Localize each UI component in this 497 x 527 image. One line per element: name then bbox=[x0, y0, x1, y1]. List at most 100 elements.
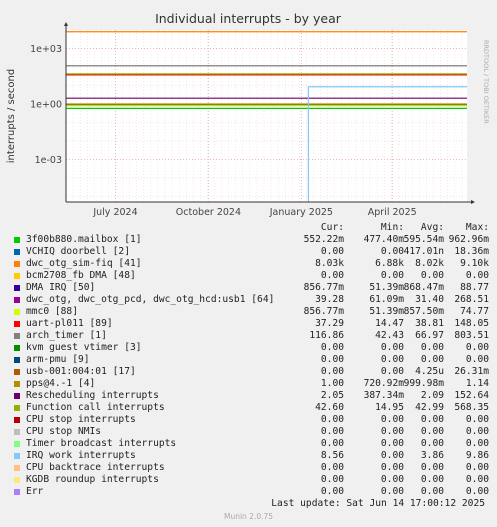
legend-min: 51.39m bbox=[369, 282, 404, 293]
legend-avg: 8.02k bbox=[415, 258, 444, 269]
legend-series-name: Rescheduling interrupts bbox=[26, 390, 159, 401]
legend-swatch bbox=[14, 297, 20, 303]
legend-cur: 0.00 bbox=[320, 438, 344, 449]
legend: Cur: Min: Avg: Max: 3f00b880.mailbox [1]… bbox=[12, 222, 490, 498]
y-tick-label: 1e+03 bbox=[30, 44, 62, 55]
legend-max: 0.00 bbox=[465, 342, 489, 353]
legend-avg: 0.00 bbox=[420, 414, 444, 425]
legend-row: Timer broadcast interrupts 0.00 0.00 0.00 0.… bbox=[12, 438, 490, 450]
legend-series-name: kvm guest vtimer [3] bbox=[26, 342, 142, 353]
x-tick-label: October 2024 bbox=[176, 207, 241, 218]
legend-series-name: CPU stop NMIs bbox=[26, 426, 102, 437]
legend-cur: 0.00 bbox=[320, 474, 344, 485]
legend-max: 0.00 bbox=[465, 414, 489, 425]
legend-series-name: 3f00b880.mailbox [1] bbox=[26, 234, 142, 245]
legend-cur: 0.00 bbox=[320, 426, 344, 437]
legend-avg: 3.86 bbox=[420, 450, 444, 461]
legend-swatch bbox=[14, 381, 20, 387]
chart-title: Individual interrupts - by year bbox=[155, 11, 342, 26]
legend-avg: 0.00 bbox=[420, 438, 444, 449]
legend-swatch bbox=[14, 465, 20, 471]
legend-min: 0.00 bbox=[380, 474, 404, 485]
legend-swatch bbox=[14, 333, 20, 339]
legend-swatch bbox=[14, 273, 20, 279]
legend-max: 152.64 bbox=[454, 390, 489, 401]
legend-min: 0.00 bbox=[380, 414, 404, 425]
legend-row: arch_timer [1] 116.86 42.43 66.97 803.51 bbox=[12, 330, 490, 342]
legend-avg: 595.54m bbox=[403, 234, 444, 245]
legend-avg: 0.00 bbox=[420, 474, 444, 485]
col-avg-header: Avg: bbox=[420, 222, 444, 233]
legend-series-name: VCHIQ doorbell [2] bbox=[26, 246, 130, 257]
legend-min: 720.92m bbox=[363, 378, 404, 389]
legend-avg: 66.97 bbox=[415, 330, 444, 341]
legend-max: 0.00 bbox=[465, 438, 489, 449]
legend-row: mmc0 [88] 856.77m 51.39m 857.50m 74.77 bbox=[12, 306, 490, 318]
legend-swatch bbox=[14, 285, 20, 291]
y-tick-label: 1e+00 bbox=[30, 99, 62, 110]
legend-series-name: pps@4.-1 [4] bbox=[26, 378, 96, 389]
series-lines bbox=[66, 31, 467, 202]
legend-swatch bbox=[14, 453, 20, 459]
legend-cur: 0.00 bbox=[320, 462, 344, 473]
legend-row: dwc_otg, dwc_otg_pcd, dwc_otg_hcd:usb1 [… bbox=[12, 294, 490, 306]
legend-swatch bbox=[14, 309, 20, 315]
legend-series-name: bcm2708_fb DMA [48] bbox=[26, 270, 136, 281]
legend-series-name: uart-pl011 [89] bbox=[26, 318, 113, 329]
legend-series-name: DMA IRQ [50] bbox=[26, 282, 96, 293]
legend-swatch bbox=[14, 441, 20, 447]
legend-swatch bbox=[14, 417, 20, 423]
legend-avg: 0.00 bbox=[420, 354, 444, 365]
legend-avg: 0.00 bbox=[420, 462, 444, 473]
legend-series-name: Function call interrupts bbox=[26, 402, 165, 413]
legend-max: 18.36m bbox=[454, 246, 489, 257]
legend-row: uart-pl011 [89] 37.29 14.47 38.81 148.05 bbox=[12, 318, 490, 330]
legend-cur: 552.22m bbox=[303, 234, 344, 245]
legend-swatch bbox=[14, 393, 20, 399]
legend-max: 9.10k bbox=[460, 258, 489, 269]
legend-series-name: dwc_otg, dwc_otg_pcd, dwc_otg_hcd:usb1 [… bbox=[26, 294, 275, 305]
legend-cur: 0.00 bbox=[320, 366, 344, 377]
legend-cur: 856.77m bbox=[303, 282, 344, 293]
legend-header: Cur: Min: Avg: Max: bbox=[12, 222, 490, 234]
legend-avg: 31.40 bbox=[415, 294, 444, 305]
legend-cur: 42.60 bbox=[315, 402, 344, 413]
legend-cur: 0.00 bbox=[320, 486, 344, 497]
legend-avg: 0.00 bbox=[420, 270, 444, 281]
legend-max: 568.35 bbox=[454, 402, 489, 413]
legend-swatch bbox=[14, 357, 20, 363]
legend-min: 0.00 bbox=[380, 366, 404, 377]
legend-series-name: Err bbox=[26, 486, 44, 497]
legend-max: 268.51 bbox=[454, 294, 489, 305]
legend-min: 0.00 bbox=[380, 438, 404, 449]
legend-max: 0.00 bbox=[465, 486, 489, 497]
legend-row: arm-pmu [9] 0.00 0.00 0.00 0.00 bbox=[12, 354, 490, 366]
legend-cur: 37.29 bbox=[315, 318, 344, 329]
legend-avg: 2.09 bbox=[420, 390, 444, 401]
legend-min: 0.00 bbox=[380, 486, 404, 497]
legend-series-name: arm-pmu [9] bbox=[26, 354, 90, 365]
legend-max: 803.51 bbox=[454, 330, 489, 341]
legend-cur: 8.03k bbox=[315, 258, 344, 269]
legend-avg: 868.47m bbox=[403, 282, 444, 293]
legend-avg: 417.01n bbox=[403, 246, 444, 257]
col-cur-header: Cur: bbox=[320, 222, 344, 233]
legend-row: Err 0.00 0.00 0.00 0.00 bbox=[12, 486, 490, 498]
legend-max: 88.77 bbox=[460, 282, 489, 293]
legend-min: 0.00 bbox=[380, 426, 404, 437]
grid bbox=[65, 29, 467, 202]
legend-row: Function call interrupts 42.60 14.95 42.99 5… bbox=[12, 402, 490, 414]
legend-row: DMA IRQ [50] 856.77m 51.39m 868.47m 88.77 bbox=[12, 282, 490, 294]
x-tick-label: January 2025 bbox=[269, 207, 333, 218]
legend-rows: 3f00b880.mailbox [1] 552.22m 477.40m 595.54… bbox=[12, 234, 490, 498]
legend-max: 962.96m bbox=[448, 234, 489, 245]
legend-cur: 0.00 bbox=[320, 246, 344, 257]
legend-swatch bbox=[14, 345, 20, 351]
legend-avg: 38.81 bbox=[415, 318, 444, 329]
legend-series-name: KGDB roundup interrupts bbox=[26, 474, 159, 485]
last-update: Last update: Sat Jun 14 17:00:12 2025 bbox=[271, 498, 485, 509]
legend-avg: 42.99 bbox=[415, 402, 444, 413]
legend-avg: 0.00 bbox=[420, 426, 444, 437]
legend-row: Rescheduling interrupts 2.05 387.34m 2.09 15… bbox=[12, 390, 490, 402]
legend-avg: 999.98m bbox=[403, 378, 444, 389]
